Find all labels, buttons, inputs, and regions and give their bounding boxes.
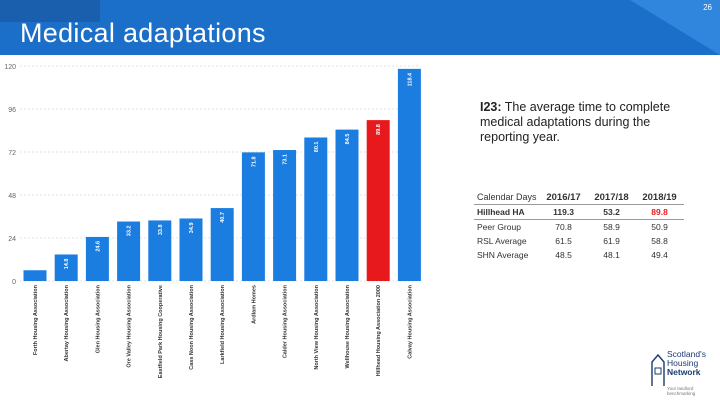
x-tick-label: Forth Housing Association: [33, 284, 39, 355]
logo-tagline: Your landlord benchmarking: [667, 386, 696, 396]
y-tick-label: 0: [12, 279, 16, 286]
logo-line: Scotland's: [667, 349, 706, 359]
row-value: 58.8: [651, 236, 668, 246]
logo-line: Housing: [667, 358, 699, 368]
x-tick-label: North View Housing Association: [314, 284, 320, 369]
row-value: 61.9: [603, 236, 620, 246]
bar-value-label: 73.1: [283, 154, 289, 165]
logo-text: Scotland's Housing Network: [667, 350, 706, 377]
row-label: Hillhead HA: [474, 204, 540, 220]
bar: [210, 208, 234, 281]
bar: [23, 270, 47, 281]
row-value-highlight: 89.8: [635, 204, 684, 220]
bar-chart: 0 24 48 72 96 120 Forth Housing Association 14.…: [4, 64, 421, 378]
bar-value-label: 84.5: [345, 134, 351, 145]
row-value: 58.9: [603, 222, 620, 232]
shn-logo: Scotland's Housing Network Your landlord…: [650, 350, 714, 400]
bar: [117, 221, 141, 281]
bar: [85, 236, 109, 281]
row-label: SHN Average: [477, 250, 529, 260]
row-value: 48.5: [555, 250, 572, 260]
row-value: 50.9: [651, 222, 668, 232]
table-year: 2018/19: [642, 191, 677, 203]
y-tick-label: 72: [8, 150, 16, 157]
indicator-code: I23:: [480, 100, 502, 114]
table-row: SHN Average 48.5 48.1 49.4: [474, 248, 684, 262]
x-tick-label: Hillhead Housing Association 2000: [376, 285, 382, 376]
table-header-row: Calendar Days 2016/17 2017/18 2018/19: [474, 190, 684, 205]
x-tick-label: Calder Housing Association: [283, 284, 289, 358]
bar: [54, 254, 78, 281]
table-year: 2016/17: [546, 191, 581, 203]
bar: [366, 120, 390, 281]
page-title: Medical adaptations: [20, 18, 266, 48]
table-row: Peer Group 70.8 58.9 50.9: [474, 220, 684, 235]
row-value: 49.4: [651, 250, 668, 260]
row-value: 48.1: [603, 250, 620, 260]
table-year: 2017/18: [594, 191, 629, 203]
y-tick-label: 24: [8, 236, 16, 243]
table-header-label: Calendar Days: [477, 192, 537, 202]
header-band: 26 Medical adaptations: [0, 0, 720, 55]
x-tick-label: Cass Noon Housing Association: [189, 284, 195, 369]
y-tick-label: 120: [4, 64, 16, 71]
row-value: 53.2: [587, 204, 636, 220]
bar-value-label: 33.2: [127, 226, 133, 237]
bar-value-label: 40.7: [220, 212, 226, 223]
row-value: 61.5: [555, 236, 572, 246]
y-tick-label: 96: [8, 107, 16, 114]
x-tick-label: Ore Valley Housing Association: [127, 284, 133, 367]
table-row: RSL Average 61.5 61.9 58.8: [474, 234, 684, 248]
bar: [148, 220, 172, 281]
header-accent-triangle: [630, 0, 720, 55]
bar-value-label: 118.4: [407, 72, 413, 86]
bar: [273, 150, 297, 281]
x-tick-label: Abertay Housing Association: [64, 284, 70, 361]
bar: [179, 218, 203, 281]
x-tick-label: Glen Housing Association: [95, 284, 101, 353]
bar-value-label: 89.8: [376, 124, 382, 135]
x-tick-label: Ardlam Homes: [251, 285, 257, 324]
bar-value-label: 80.1: [314, 141, 320, 152]
x-tick-label: Wellhouse Housing Association: [345, 284, 351, 368]
bar: [335, 129, 359, 281]
summary-table: Calendar Days 2016/17 2017/18 2018/19 Hi…: [474, 190, 684, 262]
bar: [241, 152, 265, 281]
logo-line: Network: [667, 367, 701, 377]
bar-value-label: 34.9: [189, 222, 195, 233]
bar-value-label: 14.8: [64, 258, 70, 269]
row-label: RSL Average: [477, 236, 527, 246]
row-value: 119.3: [539, 204, 588, 220]
y-tick-label: 48: [8, 193, 16, 200]
x-tick-label: Calvay Housing Association: [407, 284, 413, 358]
x-tick-label: Larkfield Housing Association: [220, 284, 226, 364]
indicator-text: The average time to complete medical ada…: [480, 100, 671, 144]
bar: [304, 137, 328, 281]
page-number: 26: [703, 3, 712, 12]
bar: [397, 68, 421, 281]
bar-value-label: 24.6: [95, 241, 101, 252]
header-accent: [0, 0, 100, 22]
table-row-hillhead: Hillhead HA 119.3 53.2 89.8: [474, 204, 684, 220]
x-tick-label: Eastfield Park Housing Cooperative: [158, 285, 164, 378]
row-value: 70.8: [555, 222, 572, 232]
logo-house-icon: [651, 353, 665, 386]
indicator-description: I23: The average time to complete medica…: [480, 100, 695, 145]
bar-value-label: 33.8: [158, 224, 164, 235]
bar-value-label: 71.8: [251, 156, 257, 167]
row-label: Peer Group: [477, 222, 521, 232]
